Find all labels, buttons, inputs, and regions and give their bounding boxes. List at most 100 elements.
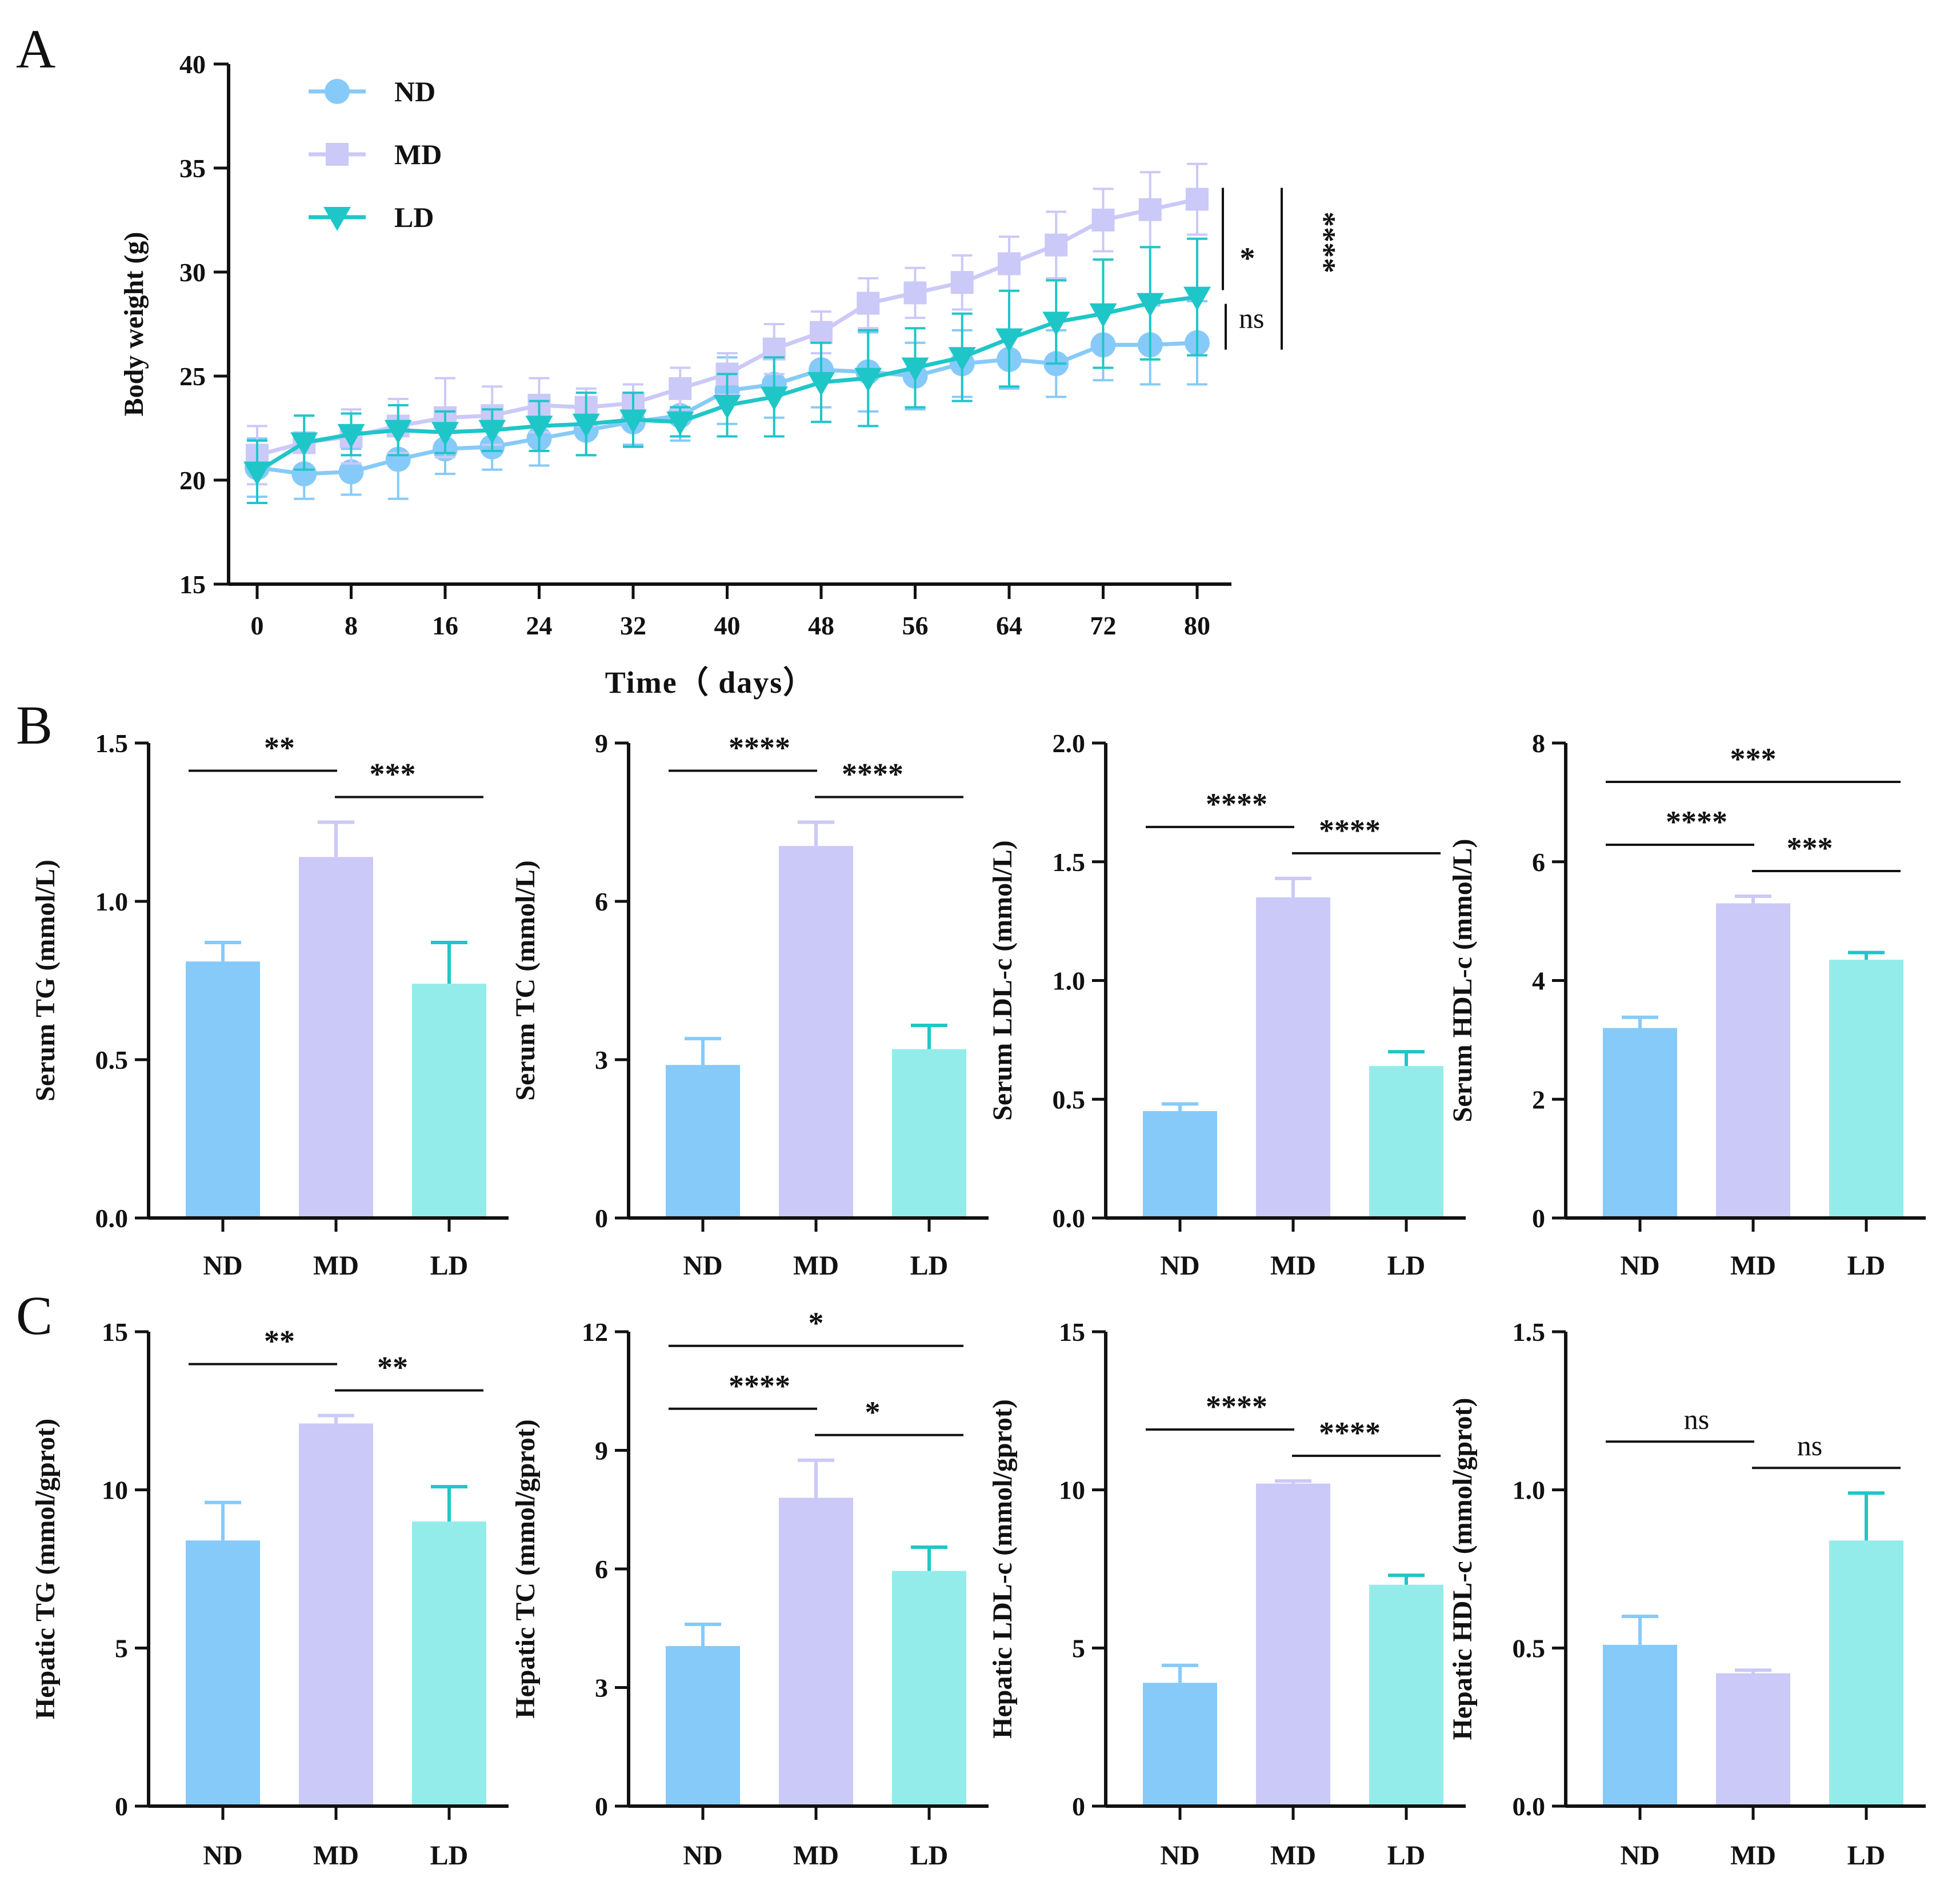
bar-nd [1603, 1028, 1677, 1218]
y-tick-label: 2 [1532, 1085, 1545, 1114]
y-tick-label: 15 [1059, 1317, 1085, 1347]
bar-ld [1369, 1066, 1443, 1218]
bar-md [779, 846, 853, 1218]
x-tick-label: LD [910, 1840, 949, 1871]
y-axis-title: Serum TC (mmol/L) [510, 860, 541, 1100]
data-point [998, 252, 1021, 275]
y-tick-label: 5 [115, 1634, 128, 1663]
x-tick-label: LD [1387, 1840, 1426, 1871]
y-axis-title: Serum TG (mmol/L) [30, 860, 61, 1101]
x-tick-label: LD [910, 1251, 949, 1281]
data-point [669, 377, 692, 400]
x-axis-title: Time（ days） [605, 665, 815, 700]
y-axis-title: Serum LDL-c (mmol/L) [987, 840, 1018, 1121]
x-tick-label: ND [683, 1840, 722, 1871]
panel-c1: C ND MD LD 0 5 10 15 Hepatic TG (mmol/gprot) ** ** [16, 1285, 509, 1871]
significance: * ns **** [1222, 187, 1342, 350]
x-tick-label: 40 [714, 611, 741, 640]
x-tick-label: ND [1620, 1840, 1659, 1871]
significance: ns ns [1606, 1403, 1901, 1469]
y-tick-label: 30 [179, 258, 206, 287]
sig-label: * [1240, 241, 1255, 275]
significance: ***** [189, 731, 483, 798]
x-tick-label: 16 [432, 611, 458, 640]
y-tick-label: 3 [595, 1674, 608, 1703]
bar-md [779, 1497, 853, 1806]
x-tick-label: ND [1620, 1251, 1659, 1281]
data-point [950, 271, 974, 294]
x-tick-label: MD [1270, 1251, 1316, 1281]
bar-ld [892, 1571, 966, 1806]
y-tick-label: 40 [179, 50, 206, 79]
x-tick-label: 56 [902, 611, 929, 640]
bar-nd [1143, 1111, 1217, 1218]
y-tick-label: 1.0 [1513, 1476, 1546, 1505]
sig-label: **** [729, 1369, 790, 1403]
y-tick-label: 3 [595, 1045, 608, 1075]
data-point [337, 424, 365, 448]
y-tick-label: 6 [595, 1555, 608, 1584]
sig-label: **** [1319, 813, 1381, 848]
data-point [1091, 209, 1115, 231]
panel-c3: ND MD LD 0 5 10 15 Hepatic LDL-c (mmol/gprot) **… [987, 1317, 1466, 1871]
bar-ld [1369, 1584, 1443, 1806]
y-tick-label: 0 [1072, 1792, 1085, 1821]
x-tick-label: ND [1160, 1251, 1199, 1281]
sig-label: *** [1787, 831, 1833, 865]
x-tick-label: MD [1270, 1840, 1316, 1871]
y-tick-label: 8 [1532, 729, 1545, 758]
data-point [1186, 187, 1209, 211]
y-tick-label: 9 [595, 729, 608, 758]
legend-label-nd: ND [394, 75, 435, 107]
sig-label: * [865, 1395, 881, 1429]
sig-label: ** [264, 731, 295, 765]
x-tick-label: LD [1847, 1840, 1886, 1871]
data-point [1138, 198, 1162, 221]
y-tick-label: 0 [115, 1792, 128, 1821]
panel-label: B [16, 694, 53, 756]
x-tick-label: ND [203, 1251, 242, 1281]
y-tick-label: 1.5 [1053, 848, 1086, 877]
y-tick-label: 10 [1059, 1476, 1085, 1505]
sig-label: **** [1206, 1389, 1267, 1424]
x-tick-label: LD [1387, 1251, 1426, 1281]
data-point [901, 357, 929, 382]
sig-label: **** [1307, 211, 1342, 273]
data-point [338, 459, 364, 485]
bar-md [1256, 897, 1330, 1218]
data-point [713, 394, 741, 419]
sig-label: **** [1319, 1416, 1381, 1450]
x-tick-label: LD [1847, 1251, 1886, 1281]
x-tick-label: 24 [526, 611, 553, 640]
bar-md [299, 1423, 373, 1806]
y-tick-label: 0.0 [1513, 1792, 1546, 1821]
y-tick-label: 6 [595, 887, 608, 916]
x-tick-label: MD [313, 1840, 359, 1871]
legend-marker-nd [325, 79, 350, 104]
y-tick-label: 0 [1532, 1204, 1545, 1233]
x-tick-label: MD [793, 1251, 839, 1281]
data-point [243, 461, 271, 486]
legend-marker-ld [323, 207, 351, 231]
bar-md [1256, 1483, 1330, 1806]
y-tick-label: 2.0 [1053, 729, 1086, 758]
data-point [1183, 286, 1211, 311]
significance: ********** [1606, 742, 1901, 872]
x-tick-label: MD [1730, 1251, 1776, 1281]
legend-marker-md [326, 143, 349, 166]
y-tick-label: 4 [1532, 967, 1545, 996]
y-tick-label: 25 [179, 362, 206, 391]
sig-label: **** [1206, 787, 1267, 821]
sig-label: *** [1730, 742, 1777, 776]
sig-label: ns [1239, 302, 1264, 334]
y-tick-label: 0 [595, 1204, 608, 1233]
sig-label: ** [264, 1324, 295, 1359]
y-tick-label: 35 [179, 154, 206, 183]
y-tick-label: 10 [102, 1476, 128, 1505]
x-tick-label: MD [1730, 1840, 1776, 1871]
bar-md [1716, 903, 1790, 1218]
data-point [948, 347, 976, 372]
data-point [478, 420, 506, 444]
significance: **** **** [1146, 787, 1441, 854]
